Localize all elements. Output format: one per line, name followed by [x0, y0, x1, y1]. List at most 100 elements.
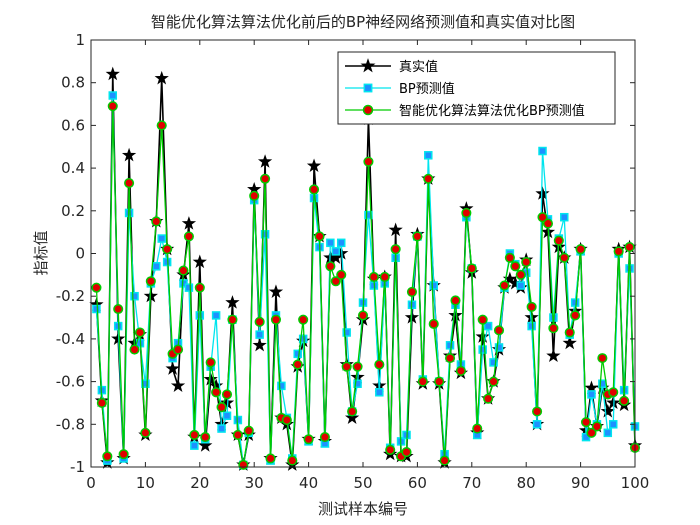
data-point-3 [483, 393, 494, 404]
data-point-3 [570, 310, 581, 321]
data-point-1 [546, 348, 561, 363]
x-axis-label: 测试样本编号 [318, 500, 408, 518]
data-point-3 [466, 263, 477, 274]
data-point-3 [472, 423, 483, 434]
data-point-3 [542, 218, 554, 229]
data-point-1 [388, 222, 403, 237]
data-point-1 [268, 284, 284, 298]
data-point-3 [374, 359, 385, 370]
data-point-3 [477, 314, 488, 325]
x-tick-label: 50 [353, 474, 372, 492]
y-tick-label: -0.8 [56, 415, 85, 433]
data-point-3 [488, 376, 499, 387]
y-tick-label: 0.4 [61, 159, 85, 177]
data-point-1 [475, 329, 490, 343]
data-point-2 [364, 210, 373, 220]
data-point-2 [108, 91, 118, 100]
data-point-1 [562, 335, 577, 350]
data-point-3 [281, 414, 292, 426]
data-point-3 [379, 271, 390, 283]
data-point-2 [195, 311, 205, 320]
y-tick-label: -0.2 [56, 287, 85, 305]
data-point-1 [448, 307, 463, 322]
data-point-3 [205, 357, 216, 368]
data-point-3 [521, 256, 532, 268]
data-point-1 [247, 181, 262, 196]
data-point-2 [424, 151, 433, 160]
data-point-2 [152, 262, 161, 271]
data-point-3 [211, 387, 222, 398]
data-point-3 [292, 359, 303, 370]
data-point-3 [591, 421, 602, 432]
x-tick-label: 60 [408, 474, 427, 492]
data-point-2 [298, 334, 308, 344]
data-point-3 [504, 252, 515, 263]
data-point-2 [478, 345, 487, 354]
data-point-3 [597, 353, 608, 364]
data-point-2 [331, 247, 341, 256]
data-point-1 [181, 216, 197, 230]
data-point-3 [134, 327, 146, 338]
data-point-3 [194, 282, 205, 293]
data-point-2 [217, 424, 226, 433]
data-point-3 [298, 314, 309, 325]
data-point-3 [107, 101, 118, 112]
data-point-2 [587, 390, 596, 399]
data-point-3 [113, 303, 124, 315]
data-point-2 [429, 281, 438, 290]
data-point-3 [216, 402, 227, 413]
data-point-3 [178, 265, 189, 276]
data-point-3 [499, 280, 510, 291]
data-point-3 [336, 269, 347, 280]
data-point-3 [444, 353, 456, 364]
data-point-2 [532, 420, 542, 429]
data-point-3 [308, 184, 320, 195]
data-point-1 [170, 378, 186, 392]
data-point-1 [192, 254, 207, 269]
data-point-2 [516, 281, 526, 290]
data-point-3 [319, 432, 330, 443]
data-point-3 [586, 427, 597, 438]
x-tick-label: 70 [462, 474, 481, 492]
data-point-2 [494, 343, 504, 352]
data-point-3 [265, 453, 276, 464]
data-point-3 [129, 344, 140, 355]
y-tick-label: 0.2 [61, 202, 85, 220]
y-axis-label: 指标值 [32, 230, 50, 275]
data-point-2 [342, 328, 351, 337]
data-point-3 [455, 365, 466, 376]
y-tick-label: -0.6 [56, 373, 85, 391]
data-point-3 [493, 325, 505, 336]
data-point-1 [198, 438, 213, 452]
data-point-2 [277, 381, 286, 391]
data-point-3 [118, 449, 129, 460]
data-point-3 [532, 406, 543, 417]
data-point-3 [91, 282, 102, 293]
series-layer [89, 66, 643, 471]
data-point-3 [575, 244, 586, 255]
y-tick-label: -1 [70, 458, 85, 476]
data-point-3 [162, 244, 173, 255]
data-point-3 [526, 301, 537, 312]
data-point-2 [353, 379, 362, 388]
data-point-2 [445, 341, 455, 350]
data-point-3 [461, 207, 472, 218]
data-point-3 [221, 389, 233, 400]
data-point-2 [483, 321, 493, 331]
data-point-2 [375, 388, 384, 397]
data-point-3 [347, 406, 358, 417]
data-point-2 [489, 358, 498, 367]
x-tick-label: 10 [136, 474, 155, 492]
data-point-3 [423, 173, 434, 184]
data-point-3 [412, 231, 423, 242]
y-tick-label: 0.8 [61, 74, 85, 92]
data-point-3 [249, 190, 260, 201]
data-point-2 [222, 411, 232, 421]
legend-marker-1 [360, 58, 376, 73]
data-point-2 [527, 321, 536, 331]
x-tick-label: 100 [621, 474, 650, 492]
data-point-2 [293, 349, 302, 359]
ticks-layer: 0 10 20 30 40 50 60 70 80 90 100-1-0.8-0.6-0.4-0.2… [56, 31, 650, 492]
x-tick-label: 90 [571, 474, 590, 492]
